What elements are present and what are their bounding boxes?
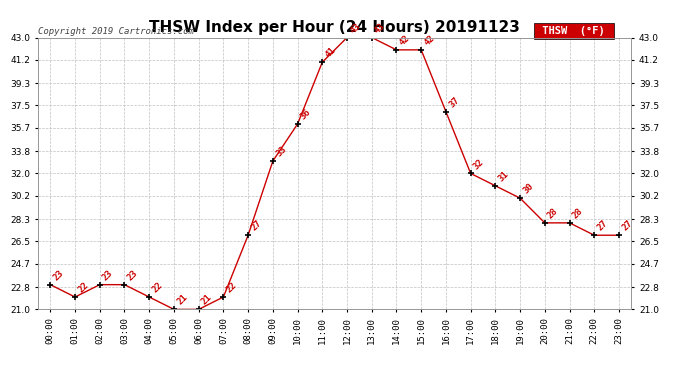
Text: 23: 23 — [126, 268, 139, 282]
Text: 21: 21 — [200, 293, 214, 307]
Text: 43: 43 — [373, 21, 387, 35]
Text: 22: 22 — [225, 280, 239, 294]
Text: 37: 37 — [447, 95, 461, 109]
Text: 28: 28 — [571, 206, 584, 220]
Title: THSW Index per Hour (24 Hours) 20191123: THSW Index per Hour (24 Hours) 20191123 — [149, 20, 520, 35]
Text: 31: 31 — [497, 170, 511, 183]
Text: 27: 27 — [249, 219, 264, 233]
Text: 21: 21 — [175, 293, 189, 307]
Text: 27: 27 — [620, 219, 634, 233]
Text: 27: 27 — [595, 219, 609, 233]
Text: 33: 33 — [274, 145, 288, 159]
Text: 43: 43 — [348, 21, 362, 35]
Text: 42: 42 — [397, 33, 412, 47]
Text: THSW  (°F): THSW (°F) — [536, 26, 611, 36]
Text: 32: 32 — [472, 157, 486, 171]
Text: 23: 23 — [101, 268, 115, 282]
Text: Copyright 2019 Cartronics.com: Copyright 2019 Cartronics.com — [38, 27, 194, 36]
Text: 28: 28 — [546, 206, 560, 220]
Text: 23: 23 — [52, 268, 66, 282]
Text: 30: 30 — [522, 182, 535, 196]
Text: 36: 36 — [299, 108, 313, 122]
Text: 22: 22 — [150, 280, 164, 294]
Text: 42: 42 — [422, 33, 436, 47]
Text: 22: 22 — [77, 280, 90, 294]
Text: 41: 41 — [324, 46, 337, 60]
